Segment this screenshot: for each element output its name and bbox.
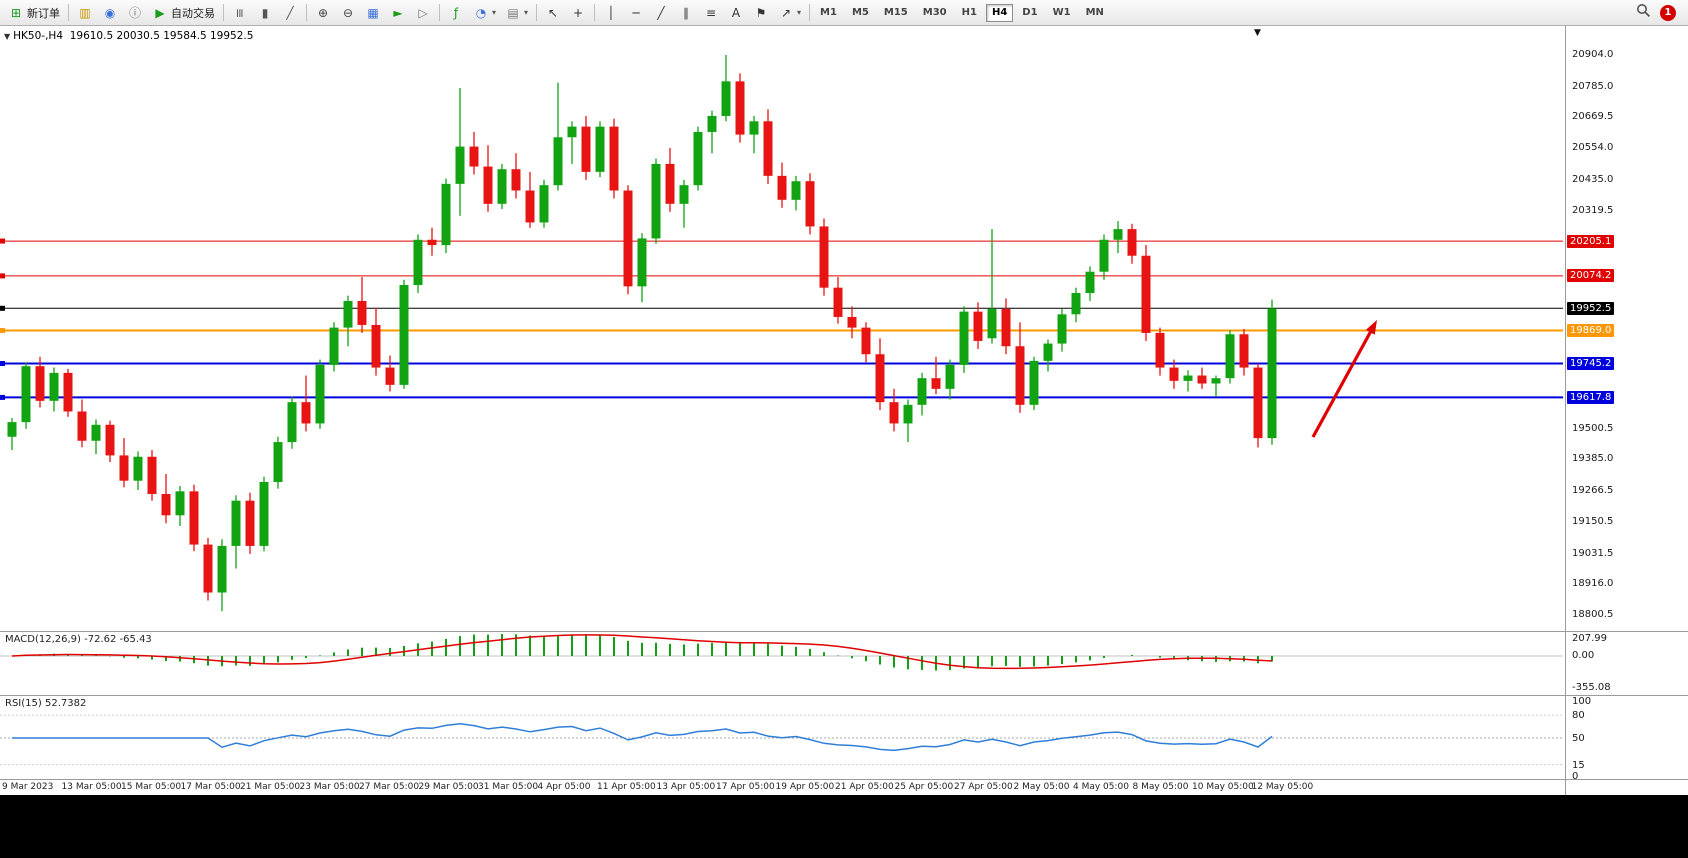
toolbar-separator: [306, 4, 307, 21]
flag-icon: ⚑: [755, 5, 767, 20]
zoom-out-icon: ⊖: [342, 5, 354, 20]
cursor-icon: ↖: [548, 5, 559, 20]
arrows-tool-button[interactable]: ↗ ▾: [774, 2, 805, 24]
new-order-icon: ⊞: [10, 5, 22, 20]
arrow-tool-icon: ↗: [781, 5, 792, 20]
candlestick-chart-button[interactable]: ▮: [253, 2, 277, 24]
timeframe-switcher: M1 M5 M15 M30 H1 H4 D1 W1 MN: [813, 3, 1111, 22]
info-icon: ⓘ: [128, 5, 141, 20]
horizontal-line-button[interactable]: ─: [624, 2, 648, 24]
toolbar-right: 1: [1635, 3, 1684, 22]
channel-icon: ∥: [683, 5, 690, 20]
zoom-in-icon: ⊕: [317, 5, 329, 20]
label-button[interactable]: ⚑: [749, 2, 773, 24]
macd-indicator: [0, 634, 1563, 671]
chevron-down-icon: ▾: [524, 8, 529, 17]
toolbar-buttons: ⊞ 新订单 ▥ ◉ ⓘ ▶ 自动交易 ≡ ▮ ╱ ⊕ ⊖ ▦ ► ▷ ƒ ◔ ▾ ▤ ▾ ↖ + │ ─ ╱ ∥ ≡ A ⚑ ↗ ▾: [4, 2, 813, 24]
rsi-indicator: [0, 714, 1563, 766]
trendline-icon: ╱: [657, 5, 665, 20]
clock-icon: ◔: [475, 5, 487, 20]
bar-chart-button[interactable]: ≡: [228, 2, 252, 24]
text-icon: A: [731, 5, 741, 20]
periods-button[interactable]: ◔ ▾: [469, 2, 500, 24]
market-watch-button[interactable]: ▥: [73, 2, 97, 24]
timeframe-w1-button[interactable]: W1: [1052, 7, 1071, 18]
trendline-button[interactable]: ╱: [649, 2, 673, 24]
fibonacci-button[interactable]: ≡: [699, 2, 723, 24]
timeframe-h1-button[interactable]: H1: [961, 7, 977, 18]
crosshair-button[interactable]: +: [566, 2, 590, 24]
timeframe-m15-button[interactable]: M15: [883, 7, 908, 18]
toolbar-separator: [809, 4, 811, 21]
toolbar-separator: [536, 4, 538, 21]
crosshair-icon: +: [573, 5, 584, 20]
trend-arrow[interactable]: [1311, 320, 1377, 438]
fibonacci-icon: ≡: [706, 5, 717, 20]
timeframe-m5-button[interactable]: M5: [851, 7, 869, 18]
auto-scroll-button[interactable]: ►: [386, 2, 410, 24]
zoom-in-button[interactable]: ⊕: [311, 2, 335, 24]
timeframe-m30-button[interactable]: M30: [922, 7, 947, 18]
horizontal-lines[interactable]: [0, 238, 1563, 400]
tile-windows-icon: ▦: [367, 5, 379, 20]
search-icon[interactable]: [1635, 3, 1651, 22]
candlestick-series: [7, 55, 1277, 612]
new-order-button-label: 新订单: [27, 6, 60, 20]
market-watch-icon: ▥: [79, 5, 91, 20]
timeframe-mn-button[interactable]: MN: [1085, 7, 1104, 18]
template-icon: ▤: [507, 5, 519, 20]
autotrading-button-label: 自动交易: [171, 6, 215, 20]
cursor-button[interactable]: ↖: [541, 2, 565, 24]
horizontal-line-icon: ─: [632, 5, 640, 20]
toolbar-separator: [223, 4, 224, 21]
notification-badge[interactable]: 1: [1660, 4, 1676, 21]
tile-windows-button[interactable]: ▦: [361, 2, 385, 24]
chart-area[interactable]: ▼ HK50-,H4 19610.5 20030.5 19584.5 19952.…: [0, 26, 1688, 795]
line-chart-icon: ╱: [286, 5, 294, 20]
toolbar-separator: [439, 4, 440, 21]
chart-shift-button[interactable]: ▷: [411, 2, 435, 24]
line-chart-button[interactable]: ╱: [278, 2, 302, 24]
timeframe-m1-button[interactable]: M1: [820, 7, 837, 18]
text-button[interactable]: A: [724, 2, 748, 24]
chevron-down-icon: ▾: [492, 8, 497, 17]
chart-shift-icon: ▷: [418, 5, 428, 20]
auto-scroll-icon: ►: [393, 5, 403, 20]
chevron-down-icon: ▾: [797, 8, 802, 17]
indicators-button[interactable]: ƒ: [444, 2, 468, 24]
chart-canvas[interactable]: [0, 26, 1688, 795]
timeframe-h4-button[interactable]: H4: [985, 3, 1014, 22]
templates-button[interactable]: ▤ ▾: [501, 2, 532, 24]
toolbar-separator: [68, 4, 69, 21]
candlestick-icon: ▮: [261, 5, 269, 20]
channel-button[interactable]: ∥: [674, 2, 698, 24]
autotrading-button[interactable]: ▶ 自动交易: [148, 2, 219, 24]
bar-chart-icon: ≡: [233, 7, 247, 18]
zoom-out-button[interactable]: ⊖: [336, 2, 360, 24]
new-order-button[interactable]: ⊞ 新订单: [4, 2, 64, 24]
timeframe-d1-button[interactable]: D1: [1022, 7, 1038, 18]
toolbar-separator: [594, 4, 596, 21]
indicators-icon: ƒ: [453, 5, 459, 20]
navigator-button[interactable]: ◉: [98, 2, 122, 24]
bottom-black-bar: [0, 795, 1688, 858]
vertical-line-icon: │: [607, 5, 615, 20]
panel-separators: [0, 26, 1688, 795]
navigator-icon: ◉: [104, 5, 116, 20]
toolbar: ⊞ 新订单 ▥ ◉ ⓘ ▶ 自动交易 ≡ ▮ ╱ ⊕ ⊖ ▦ ► ▷ ƒ ◔ ▾ ▤ ▾ ↖ + │ ─ ╱ ∥ ≡ A ⚑ ↗ ▾ M1 M…: [0, 0, 1688, 26]
vertical-line-button[interactable]: │: [599, 2, 623, 24]
autotrading-icon: ▶: [155, 5, 165, 20]
terminal-button[interactable]: ⓘ: [123, 2, 147, 24]
